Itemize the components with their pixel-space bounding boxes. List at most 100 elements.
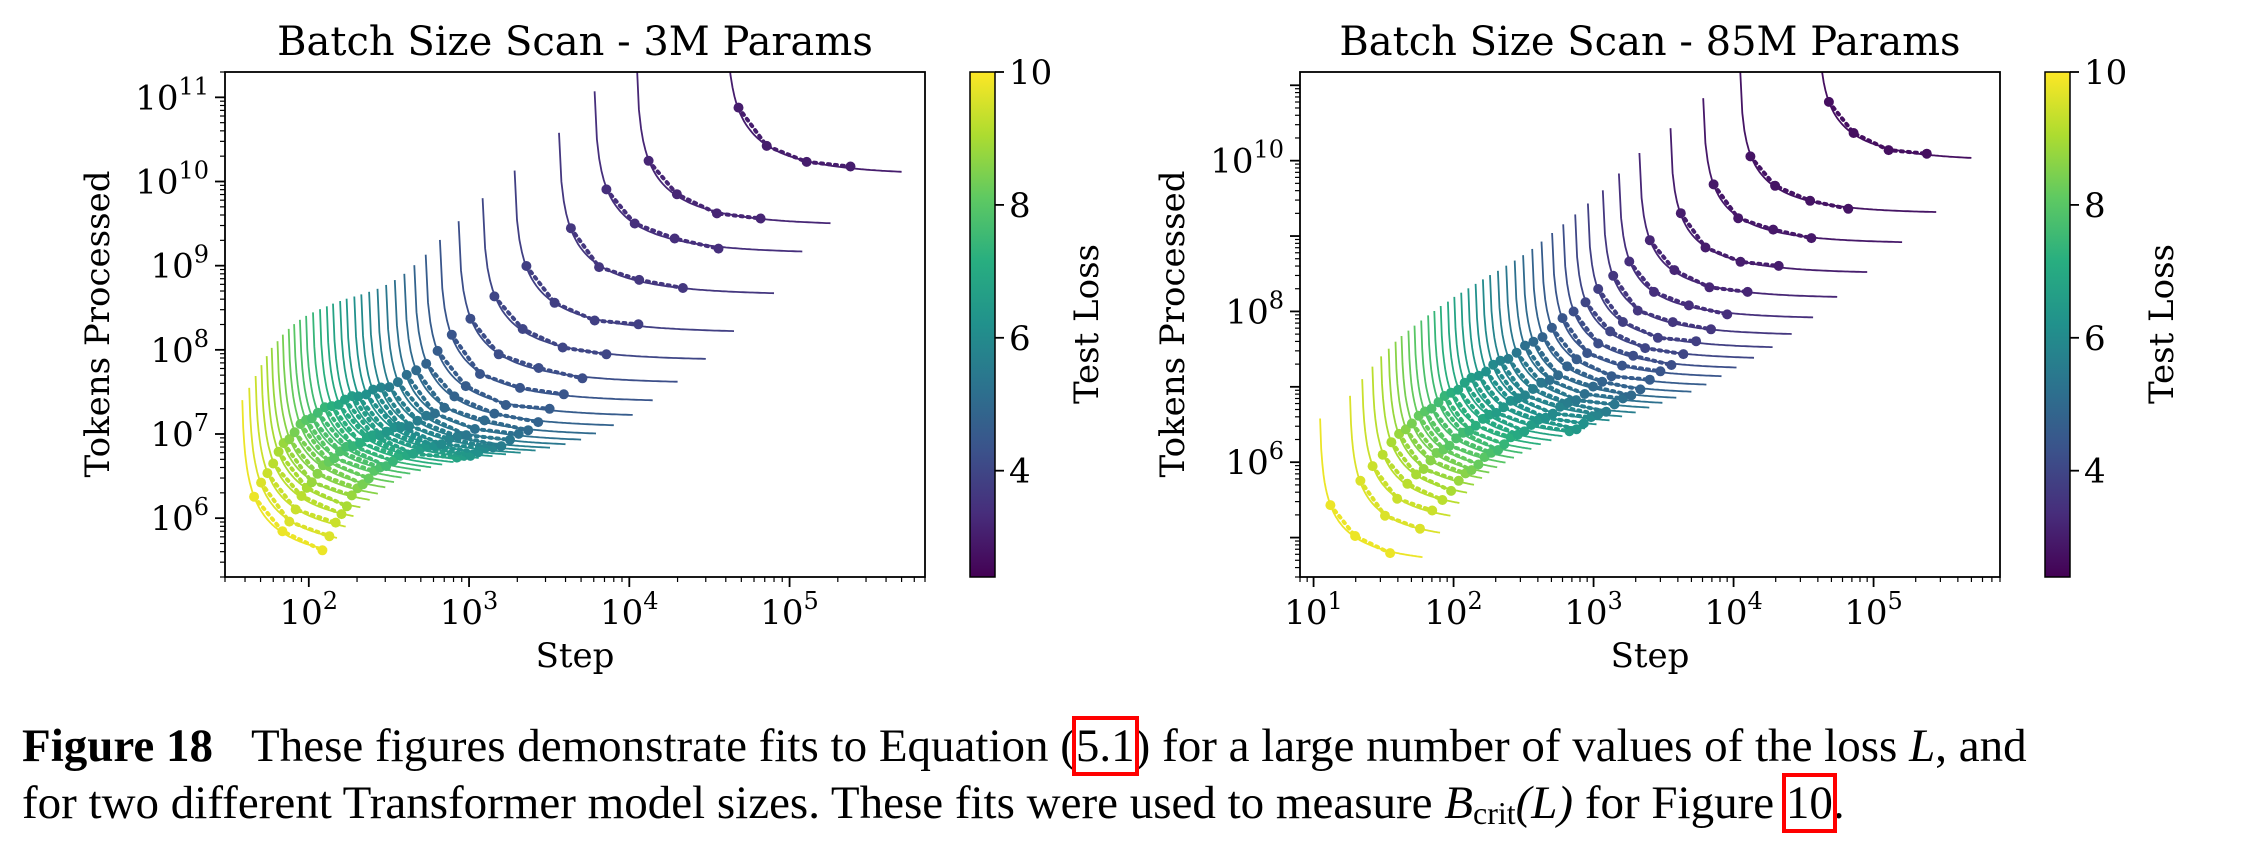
colorbar-gradient-3m: [969, 71, 996, 578]
data-line: [1484, 369, 1586, 426]
data-line: [395, 380, 512, 442]
data-point: [460, 381, 471, 392]
y-axis-label-3m: Tokens Processed: [78, 171, 118, 478]
data-point: [1350, 531, 1361, 541]
data-point: [1503, 353, 1514, 364]
data-point: [1498, 402, 1509, 413]
x-tick-label: 102: [1424, 587, 1483, 633]
data-point: [1355, 475, 1366, 486]
fit-curve: [281, 334, 386, 489]
fit-curve: [1447, 301, 1552, 442]
data-point: [469, 424, 480, 434]
data-point: [1706, 324, 1716, 335]
data-point: [1481, 366, 1491, 377]
data-line: [371, 387, 488, 451]
data-point: [1547, 408, 1558, 419]
data-point: [1544, 375, 1555, 386]
data-point: [475, 369, 485, 379]
data-point: [643, 155, 654, 166]
data-line: [1711, 182, 1814, 241]
data-line: [1476, 373, 1579, 432]
data-point: [1425, 455, 1436, 466]
data-point: [1593, 338, 1604, 349]
data-line: [1491, 362, 1594, 420]
data-point: [557, 342, 568, 353]
data-point: [368, 430, 379, 441]
data-point: [594, 262, 605, 273]
data-point: [523, 425, 534, 436]
colorbar-tick-label: 8: [2084, 186, 2106, 226]
equation-reference-link[interactable]: 5.1: [1071, 716, 1139, 776]
fit-curve: [319, 309, 443, 466]
data-point: [361, 389, 372, 400]
chart-panel-3m: Batch Size Scan - 3M Params 102 103 104 105…: [78, 19, 1107, 676]
fit-curve: [1349, 395, 1441, 534]
data-point: [1666, 360, 1677, 370]
data-point: [312, 468, 323, 479]
data-point: [381, 426, 392, 437]
x-tick-label: 103: [1564, 587, 1623, 633]
data-point: [1708, 179, 1719, 190]
data-point: [296, 491, 307, 501]
data-line: [329, 404, 403, 458]
data-point: [330, 517, 341, 528]
colorbar-label-85m: Test Loss: [2142, 244, 2182, 404]
data-line: [1436, 400, 1501, 452]
data-point: [1571, 395, 1582, 406]
data-line: [1611, 273, 1713, 332]
data-point: [677, 283, 688, 293]
caption-text-3: , and: [1935, 720, 2027, 772]
data-point: [1511, 347, 1522, 358]
data-point: [1655, 366, 1666, 377]
colorbar-tick-label: 10: [1009, 53, 1052, 93]
data-point: [1579, 389, 1590, 399]
data-point: [411, 365, 422, 376]
data-point: [384, 382, 395, 393]
data-line: [1403, 427, 1468, 476]
data-point: [533, 363, 544, 373]
data-point: [489, 408, 500, 419]
data-point: [1528, 384, 1538, 394]
chart-title-85m: Batch Size Scan - 85M Params: [1339, 19, 1960, 65]
data-point: [521, 261, 532, 271]
caption-text-1: These figures demonstrate fits to Equati…: [251, 720, 1076, 772]
data-line: [1523, 343, 1625, 401]
fit-curve: [287, 328, 395, 483]
figure-reference-link[interactable]: 10: [1781, 773, 1837, 833]
data-line: [1627, 259, 1730, 317]
data-line: [387, 385, 504, 449]
data-point: [801, 156, 812, 167]
data-line: [1514, 350, 1617, 407]
fit-curve: [1551, 232, 1722, 378]
data-line: [1469, 375, 1572, 434]
data-point: [558, 389, 569, 400]
plot-frame-85m: [1299, 71, 2001, 578]
data-point: [634, 274, 645, 285]
x-tick-label: 104: [600, 587, 659, 633]
data-point: [1427, 505, 1438, 516]
data-point: [1582, 348, 1593, 359]
data-point: [1415, 523, 1425, 534]
data-point: [629, 218, 640, 229]
caption-text-4: for two different Transformer model size…: [22, 777, 1445, 829]
data-point: [381, 461, 392, 472]
caption-text-2: ) for a large number of values of the lo…: [1134, 720, 1910, 772]
data-point: [669, 233, 680, 244]
data-line: [1748, 154, 1851, 211]
data-point: [436, 439, 447, 450]
data-point: [1652, 332, 1663, 343]
data-point: [1593, 284, 1604, 294]
data-point: [1669, 265, 1680, 276]
data-point: [533, 417, 544, 428]
data-line: [468, 316, 585, 381]
data-point: [290, 504, 301, 515]
data-point: [577, 373, 588, 384]
data-point: [465, 313, 476, 324]
data-point: [1617, 317, 1628, 327]
y-axis-3m: 106 107 108 109 1010 1011: [135, 71, 225, 578]
data-point: [549, 297, 560, 308]
data-point: [284, 516, 295, 527]
data-point: [1605, 326, 1616, 337]
data-point: [421, 410, 432, 421]
data-line: [435, 348, 552, 411]
